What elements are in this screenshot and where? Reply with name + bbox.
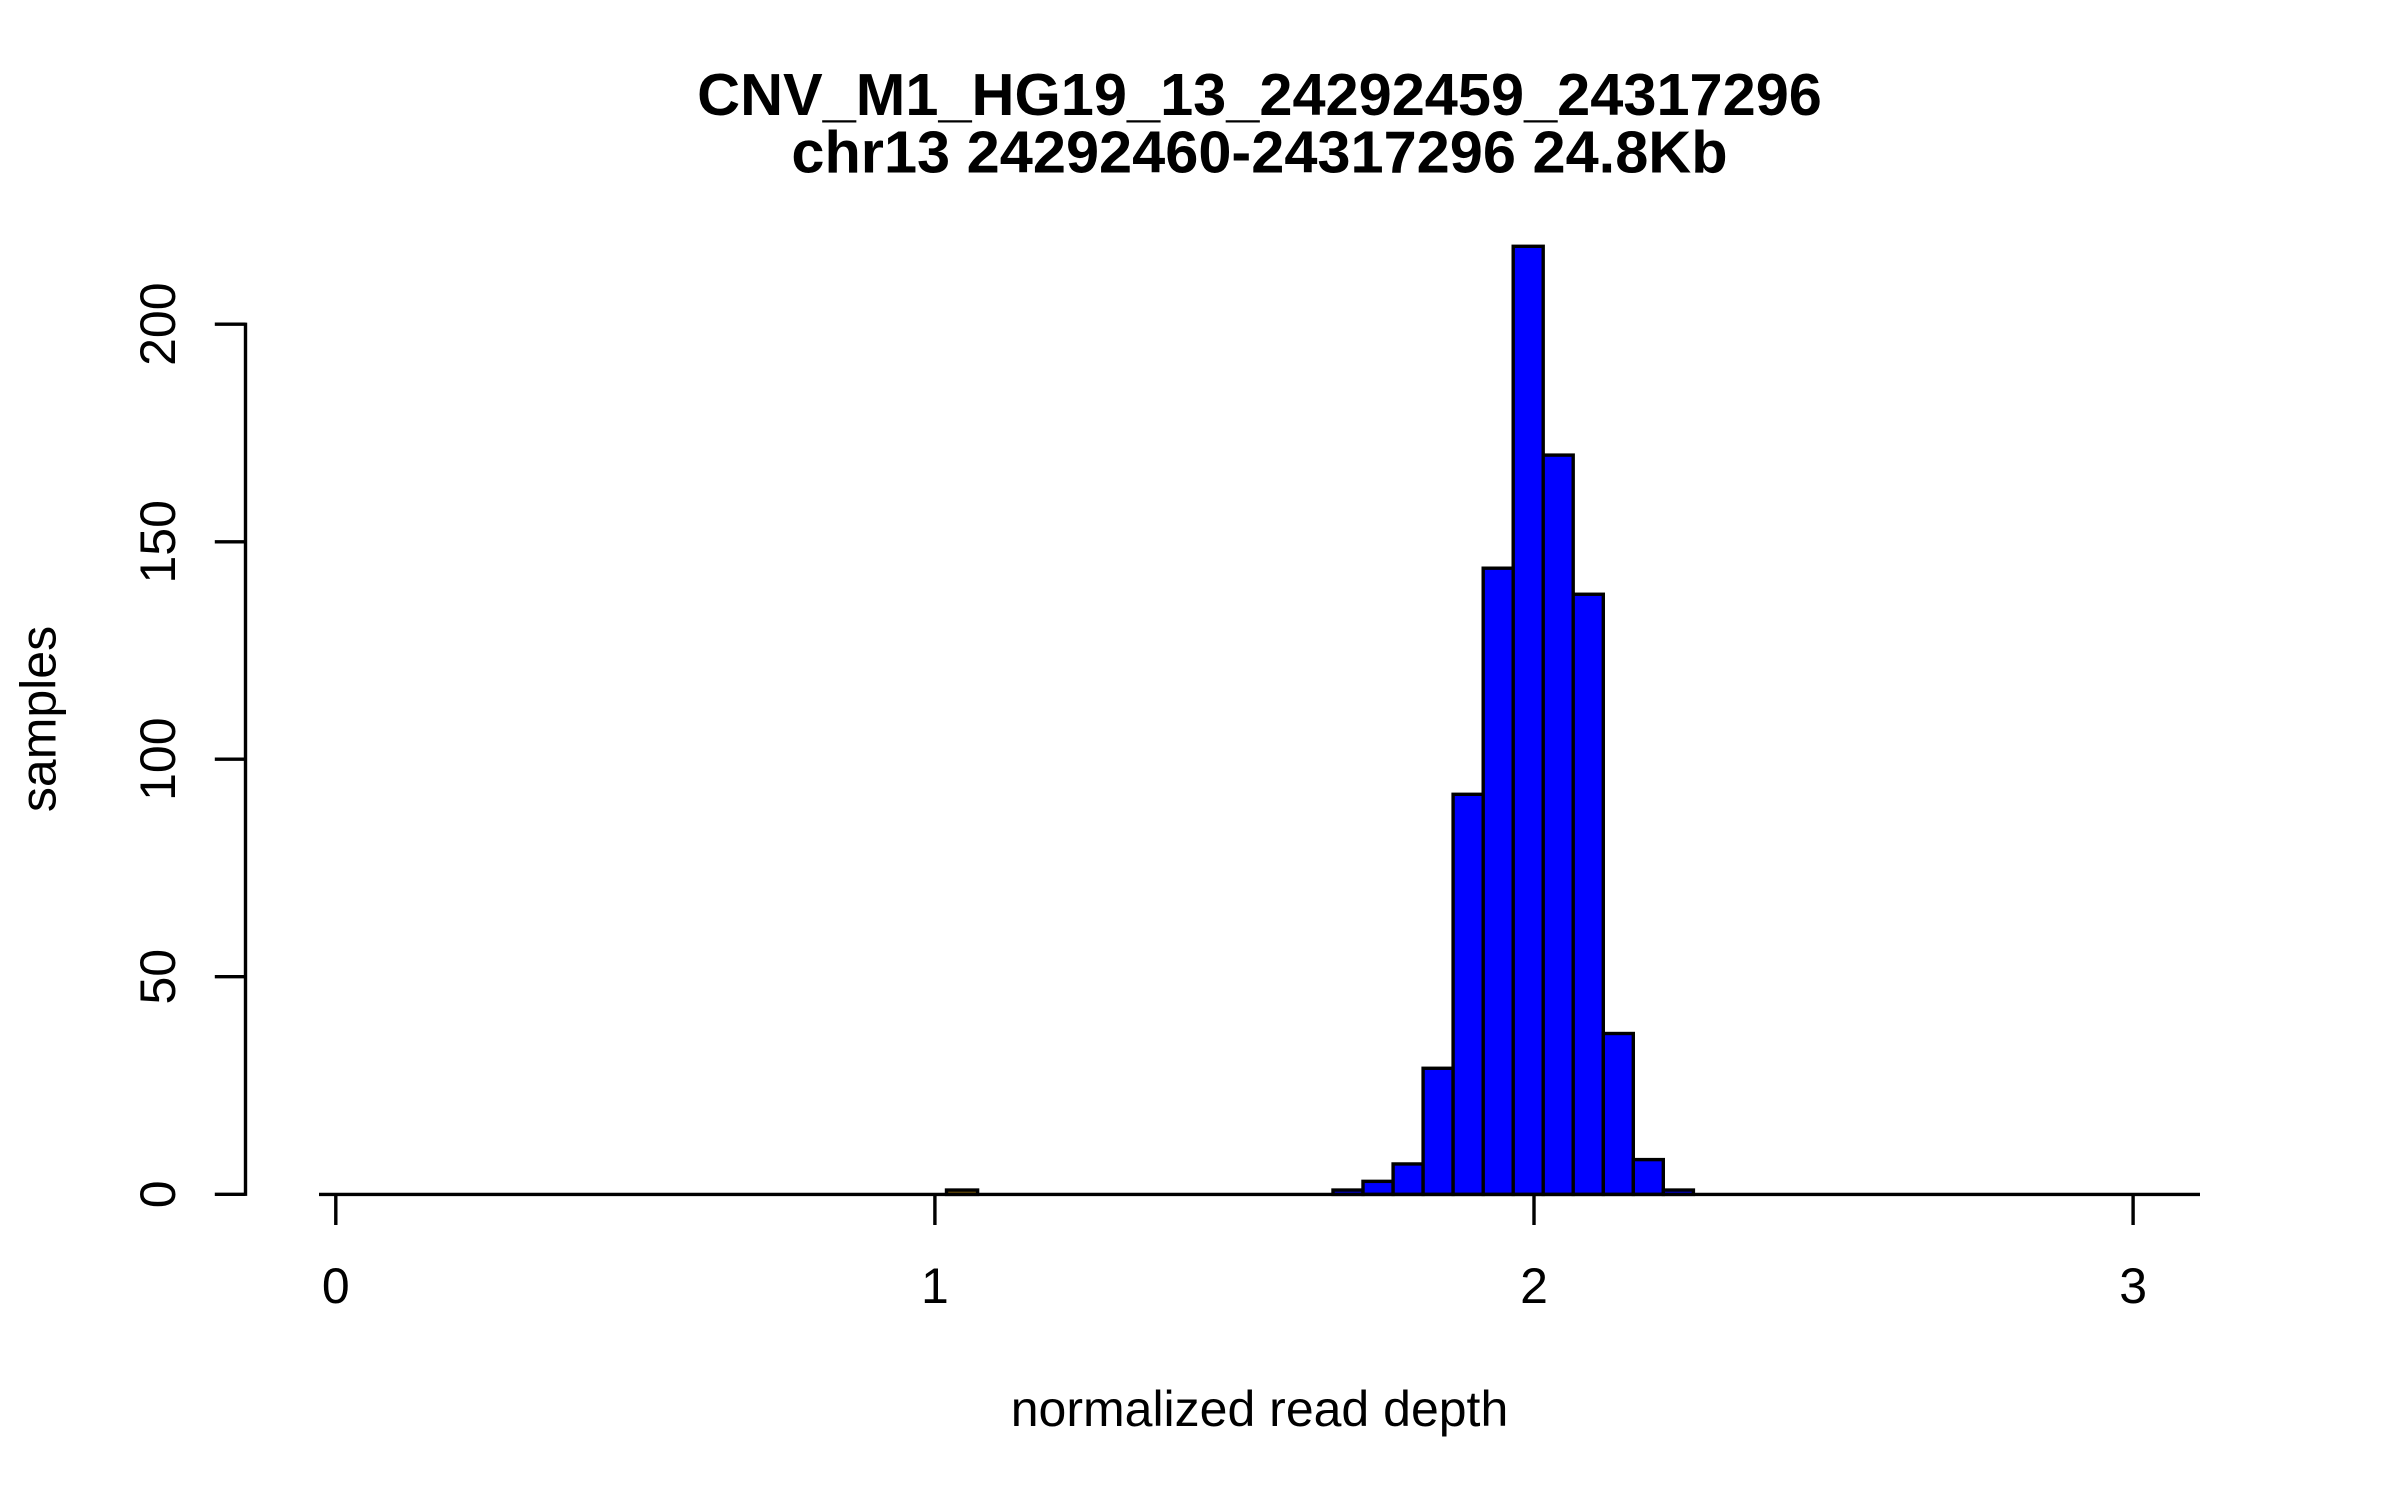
svg-text:150: 150 [130,500,186,583]
svg-text:3: 3 [2119,1258,2147,1314]
svg-text:2: 2 [1520,1258,1548,1314]
svg-text:1: 1 [921,1258,949,1314]
svg-text:normalized read depth: normalized read depth [1011,1381,1509,1437]
svg-text:100: 100 [130,717,186,800]
svg-text:CNV_M1_HG19_13_24292459_243172: CNV_M1_HG19_13_24292459_24317296 [697,61,1822,128]
svg-text:200: 200 [130,282,186,365]
svg-text:0: 0 [130,1180,186,1208]
svg-text:chr13 24292460-24317296 24.8Kb: chr13 24292460-24317296 24.8Kb [791,119,1727,186]
svg-text:0: 0 [322,1258,350,1314]
svg-text:samples: samples [11,626,67,812]
svg-text:50: 50 [130,949,186,1005]
